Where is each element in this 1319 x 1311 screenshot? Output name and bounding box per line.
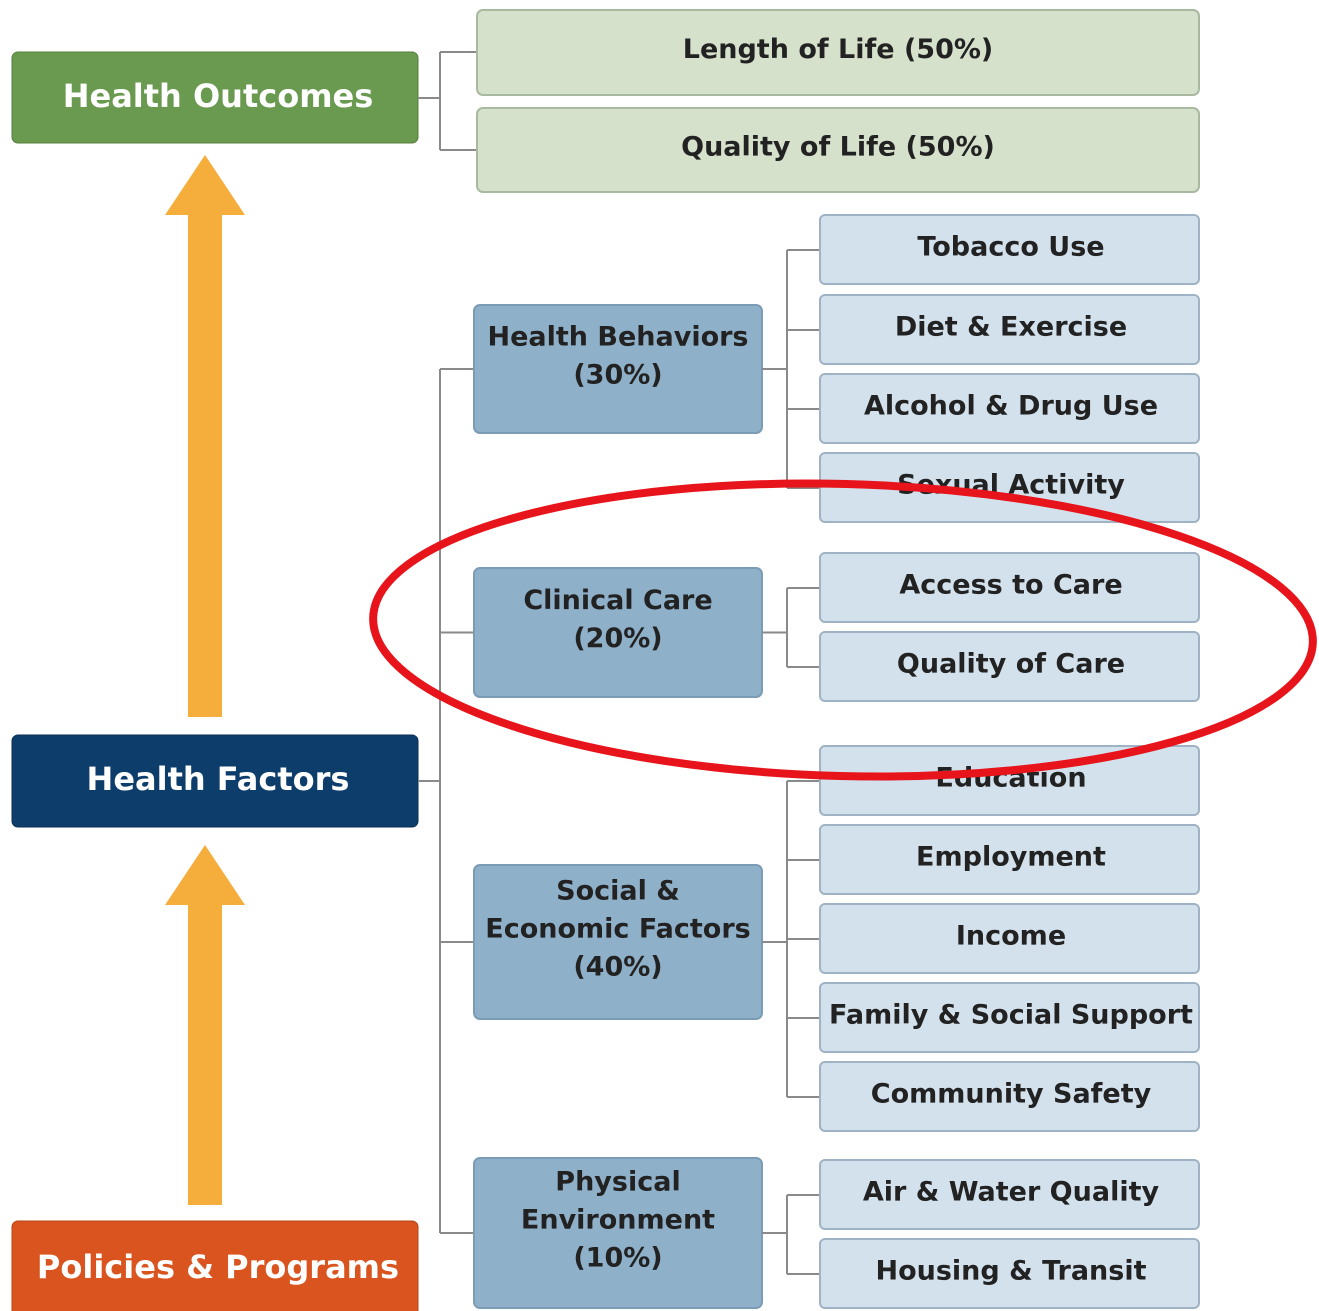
outcome-box bbox=[476, 9, 1200, 96]
arrow-up bbox=[165, 845, 245, 1205]
item-box bbox=[819, 745, 1200, 816]
item-box bbox=[819, 1159, 1200, 1230]
item-box bbox=[819, 824, 1200, 895]
item-label: Community Safety bbox=[871, 1079, 1152, 1110]
tree: Length of Life (50%) Quality of Life (50%… bbox=[418, 9, 1200, 1309]
item-label: Access to Care bbox=[899, 570, 1122, 601]
item-label: Quality of Care bbox=[897, 649, 1125, 680]
highlight-ellipse bbox=[369, 479, 1317, 781]
item-label: Income bbox=[956, 921, 1066, 952]
factor-label: (10%) bbox=[573, 1243, 662, 1274]
factor-label: Economic Factors bbox=[485, 914, 751, 945]
item-box bbox=[819, 1238, 1200, 1309]
policies-box bbox=[11, 1220, 419, 1311]
outcome-label: Quality of Life (50%) bbox=[681, 132, 995, 163]
arrows bbox=[165, 155, 245, 1205]
factor-label: Physical bbox=[555, 1167, 680, 1198]
factor-label: Health Behaviors bbox=[487, 322, 748, 353]
arrow-up bbox=[165, 155, 245, 717]
factor-label: (20%) bbox=[573, 623, 662, 654]
outcome-box bbox=[476, 107, 1200, 193]
item-label: Tobacco Use bbox=[917, 232, 1104, 263]
policies-label: Policies & Programs bbox=[37, 1248, 399, 1286]
connector bbox=[762, 588, 788, 667]
item-box bbox=[819, 631, 1200, 702]
factor-label: Social & bbox=[556, 876, 680, 907]
factor-label: Clinical Care bbox=[523, 585, 712, 616]
item-box bbox=[819, 294, 1200, 365]
connector bbox=[418, 51, 477, 151]
factors-label: Health Factors bbox=[87, 760, 350, 798]
connector bbox=[762, 250, 788, 488]
item-box bbox=[819, 214, 1200, 285]
item-label: Diet & Exercise bbox=[895, 312, 1127, 343]
item-box bbox=[819, 982, 1200, 1053]
factor-label: (30%) bbox=[573, 360, 662, 391]
item-box bbox=[819, 1061, 1200, 1132]
connector bbox=[762, 1195, 788, 1274]
connector bbox=[418, 369, 441, 1233]
outcomes-label: Health Outcomes bbox=[63, 77, 374, 115]
item-label: Air & Water Quality bbox=[863, 1177, 1160, 1208]
item-label: Housing & Transit bbox=[875, 1256, 1146, 1287]
item-box bbox=[819, 373, 1200, 444]
factor-label: (40%) bbox=[573, 952, 662, 983]
item-label: Employment bbox=[916, 842, 1106, 873]
factor-label: Environment bbox=[521, 1205, 715, 1236]
item-label: Family & Social Support bbox=[829, 1000, 1193, 1031]
outcome-label: Length of Life (50%) bbox=[683, 34, 994, 65]
item-box bbox=[819, 552, 1200, 623]
item-box bbox=[819, 903, 1200, 974]
item-label: Alcohol & Drug Use bbox=[864, 391, 1158, 422]
connector bbox=[762, 781, 788, 1097]
